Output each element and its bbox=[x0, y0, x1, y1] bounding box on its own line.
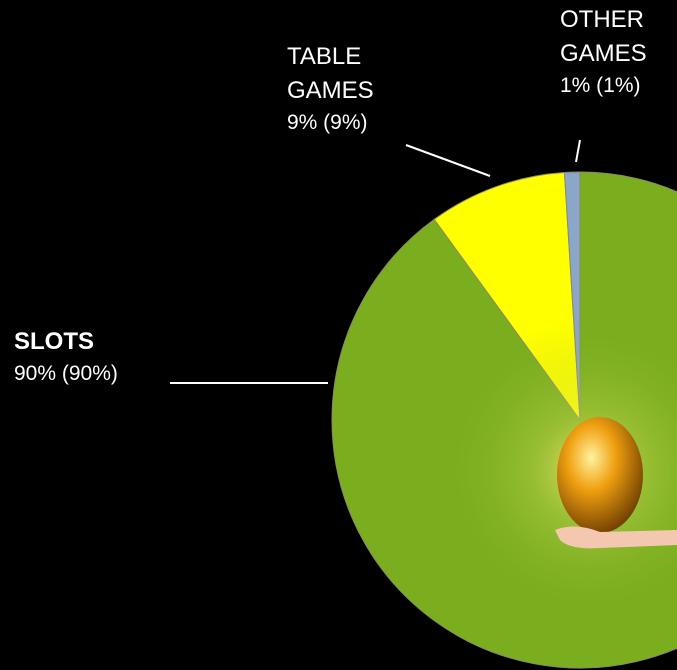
hand-icon bbox=[555, 526, 677, 549]
value-label: 9% (9%) bbox=[287, 111, 368, 134]
egg-icon bbox=[557, 417, 643, 533]
category-label: OTHER GAMES bbox=[560, 6, 647, 67]
value-label: 90% (90%) bbox=[14, 362, 118, 385]
slice-label: OTHER GAMES 1% (1%) bbox=[560, 3, 670, 101]
leader-line bbox=[405, 144, 491, 177]
category-label: SLOTS bbox=[14, 328, 95, 355]
slice-label: SLOTS 90% (90%) bbox=[14, 325, 174, 389]
value-label: 1% (1%) bbox=[560, 74, 641, 97]
slice-label: TABLE GAMES 9% (9%) bbox=[287, 40, 382, 138]
leader-line bbox=[575, 139, 581, 163]
category-label: TABLE GAMES bbox=[287, 43, 374, 104]
